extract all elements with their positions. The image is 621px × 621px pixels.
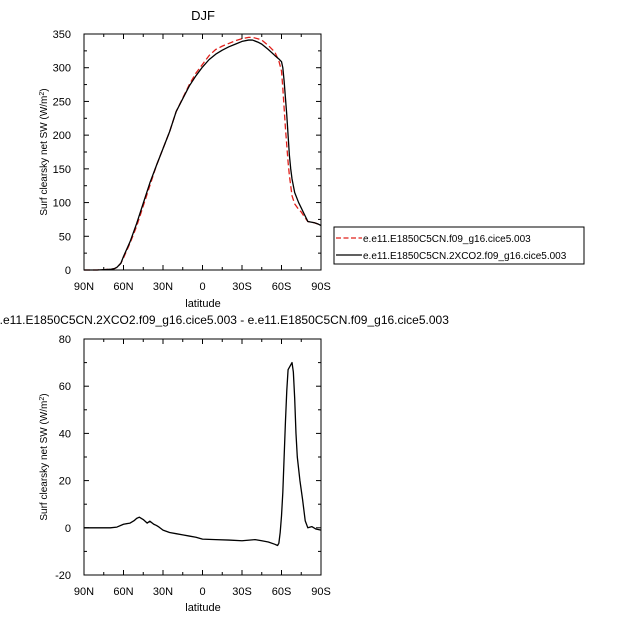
- top-plot-area: 90N 60N 30N 0 30S 60S 90S 0 50 100 150 200 250 300 350: [53, 29, 331, 293]
- bottom-x-tick-label: 0: [199, 586, 205, 598]
- top-plot-frame: [83, 33, 322, 271]
- bottom-y-tick-label: 40: [59, 428, 71, 440]
- top-x-tick-label: 60N: [113, 281, 133, 293]
- top-y-tick-label: 350: [53, 29, 71, 41]
- top-x-tick-label: 0: [199, 281, 205, 293]
- bottom-x-tick-label: 90S: [311, 586, 331, 598]
- bottom-x-tick-label: 30S: [232, 586, 252, 598]
- top-y-tick-label: 100: [53, 198, 71, 210]
- legend-box: [333, 226, 585, 265]
- bottom-y-tick-label: -20: [55, 570, 71, 582]
- bottom-y-tick-label: 0: [65, 523, 71, 535]
- bottom-x-tick-label: 30N: [153, 586, 173, 598]
- top-x-tick-label: 30N: [153, 281, 173, 293]
- top-y-tick-label: 150: [53, 164, 71, 176]
- top-chart-title: DJF: [191, 8, 215, 23]
- bottom-y-tick-label: 20: [59, 476, 71, 488]
- top-y-tick-label: 250: [53, 96, 71, 108]
- top-y-tick-label: 0: [65, 265, 71, 277]
- top-series-line-1: [84, 36, 322, 271]
- bottom-y-tick-label: 80: [59, 334, 71, 346]
- bottom-y-axis-label: Surf clearsky net SW (W/m2): [39, 393, 51, 520]
- top-x-tick-label: 90S: [311, 281, 331, 293]
- top-y-tick-label: 50: [59, 231, 71, 243]
- bottom-x-tick-label: 60S: [272, 586, 292, 598]
- top-y-tick-label: 200: [53, 130, 71, 142]
- bottom-y-tick-label: 60: [59, 381, 71, 393]
- top-x-axis-label: latitude: [185, 298, 220, 310]
- top-x-tick-label: 30S: [232, 281, 252, 293]
- bottom-chart-title: e.e11.E1850C5CN.2XCO2.f09_g16.cice5.003 …: [0, 313, 449, 327]
- top-y-axis-label: Surf clearsky net SW (W/m2): [39, 88, 51, 215]
- bottom-panel: e.e11.E1850C5CN.2XCO2.f09_g16.cice5.003 …: [0, 313, 449, 614]
- top-x-tick-label: 90N: [74, 281, 94, 293]
- top-series-line-2: [84, 39, 322, 271]
- bottom-x-tick-label: 60N: [113, 586, 133, 598]
- legend-entry-2xco2: e.e11.E1850C5CN.2XCO2.f09_g16.cice5.003: [363, 251, 567, 262]
- top-x-tick-label: 60S: [272, 281, 292, 293]
- legend-entry-control: e.e11.E1850C5CN.f09_g16.cice5.003: [363, 234, 531, 245]
- top-y-tick-label: 300: [53, 63, 71, 75]
- bottom-x-tick-label: 90N: [74, 586, 94, 598]
- legend: e.e11.E1850C5CN.f09_g16.cice5.003 e.e11.…: [333, 226, 585, 265]
- bottom-plot-area: 90N 60N 30N 0 30S 60S 90S -20 0 20 40 60 80: [55, 334, 331, 598]
- top-panel: DJF Surf clearsky net SW (W/m2) latitude…: [39, 8, 585, 310]
- bottom-series-line-1: [84, 361, 322, 547]
- bottom-x-axis-label: latitude: [185, 602, 220, 614]
